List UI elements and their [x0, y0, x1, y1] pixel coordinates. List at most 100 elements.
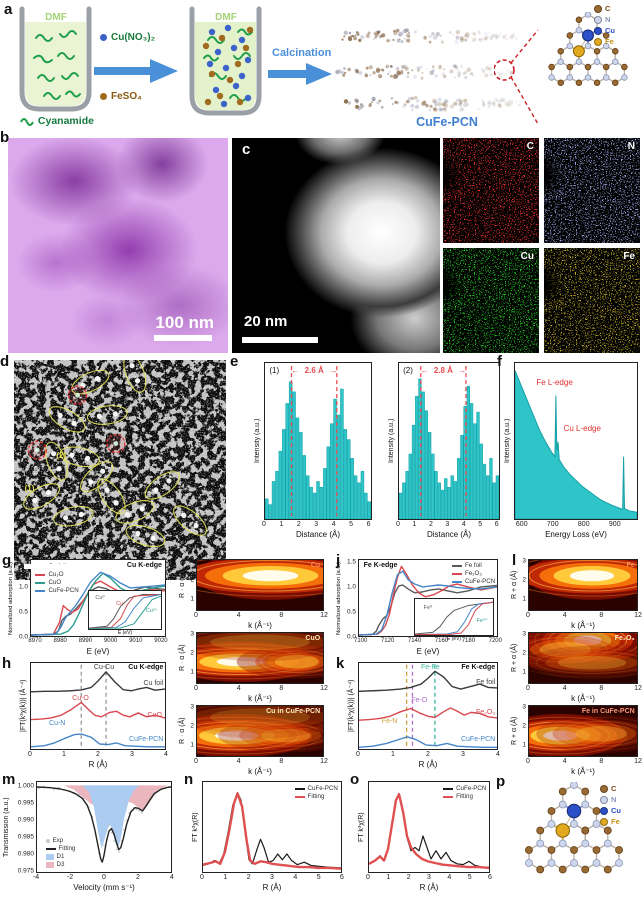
ylab: FT k³χ(R)	[358, 812, 365, 842]
ylab: Normalized adsorption (a.u.)	[336, 561, 343, 635]
n-atom-icon	[594, 16, 602, 25]
fe-atom-icon	[600, 818, 608, 827]
panel-label-d: d	[0, 353, 10, 370]
ylab: Transmission (a.u.)	[3, 797, 10, 857]
xticks: 0 4 8 12	[526, 685, 642, 692]
legend-item: Cu	[600, 806, 621, 817]
panel-label-l: l	[512, 552, 517, 569]
arrow-2-icon	[268, 63, 332, 85]
fe-o-annotation: Fe-O	[411, 697, 428, 705]
wavelet-cuo: CuO 0 4 8 12 1 2 3 k (Å⁻¹) R · α (Å)	[179, 630, 328, 703]
distance-value: 2.8 Å	[433, 365, 453, 375]
ylab: R · α (Å)	[179, 571, 186, 599]
ylab: FT k³χ(R)	[192, 812, 199, 842]
xlab: Distance (Å)	[426, 530, 471, 539]
subplot-tag: (2)	[403, 365, 413, 375]
fe-fe-annotation: Fe-Fe	[421, 663, 440, 671]
wavelet-fe-foil: Fe 0 4 8 12 1 2 3 k (Å⁻¹) R + α (Å)	[511, 557, 642, 630]
ylab: R + α (Å)	[511, 643, 518, 673]
product-label: CuFe-PCN	[416, 115, 478, 129]
dmf-label: DMF	[215, 12, 237, 23]
legend-item: N	[594, 15, 615, 26]
xlab: Velocity (mm s⁻¹)	[73, 883, 135, 892]
cu-nitrate-dot-icon	[100, 34, 107, 41]
legend-item: C	[594, 4, 615, 15]
cu2-label: Cu²⁺	[145, 608, 158, 615]
wavelet-cu-foil: Cu 0 4 8 12 1 2 3 k (Å⁻¹) R · α (Å)	[179, 557, 328, 630]
feso4-dot-icon	[100, 93, 107, 100]
eds-map-cu: Cu	[443, 248, 539, 353]
yticks: 0.0 0.5 1.0 1.5	[18, 558, 28, 641]
tem-image: 100 nm	[8, 138, 228, 353]
mossbauer-legend: Exp Fitting D1 D3	[45, 837, 75, 869]
ylab: R + α (Å)	[511, 716, 518, 746]
particle-shade	[443, 248, 539, 353]
arrow-left-icon: ←	[291, 365, 299, 375]
panel-label-e: e	[230, 353, 239, 370]
heatmap-label: Cu	[310, 561, 321, 569]
panel-label-o: o	[350, 771, 360, 788]
cufe-pcn-label: CuFe-PCN	[129, 735, 164, 743]
cu-atom-icon	[594, 27, 602, 36]
xlab: E (eV)	[446, 636, 462, 642]
reagent2-row: FeSO₄	[100, 92, 142, 102]
ylab: Intensity (a.u.)	[388, 418, 395, 464]
panel-label-k: k	[336, 655, 345, 672]
xlab: E (eV)	[416, 647, 440, 656]
cyanamide-squiggles	[33, 30, 81, 100]
xlab: R (Å)	[418, 760, 438, 769]
eds-map-c: C	[443, 138, 539, 243]
xlab: R (Å)	[88, 760, 108, 769]
cu-foil-label: Cu foil	[143, 679, 164, 687]
xticks: 8970 8980 8990 9000 9010 9020	[28, 638, 168, 644]
cyanamide-label-row: Cyanamide	[20, 116, 94, 127]
panel-label-n: n	[184, 771, 194, 788]
xticks: 0 4 8 12	[194, 758, 328, 765]
xticks: -4 -2 0 2 4	[32, 874, 174, 881]
scalebar-text: 100 nm	[155, 313, 214, 332]
beaker-1: DMF	[19, 6, 92, 112]
reagent1-row: Cu(NO₃)₂	[100, 33, 155, 43]
heatmap-label: Cu in CuFe-PCN	[266, 707, 321, 715]
wavelet-cu-in-cufe-pcn: Cu in CuFe-PCN 0 4 8 12 1 2 3 k (Å⁻¹) R · α (Å)	[179, 703, 328, 776]
xlab: k (Å⁻¹)	[571, 694, 595, 703]
xticks: 7100 7120 7140 7160 7180 7200	[354, 638, 502, 644]
cu-atom-icon	[600, 807, 608, 816]
calcination-label: Calcination	[272, 47, 332, 59]
exafs-cu-chart: Cu K-edge Cu-Cu Cu foil Cu-O CuO Cu-N Cu…	[20, 662, 168, 769]
atom-legend-a: C N Cu Fe	[594, 4, 615, 48]
dmf-label: DMF	[45, 12, 67, 23]
xlab: k (Å⁻¹)	[571, 621, 595, 630]
panel-label-p: p	[496, 773, 506, 790]
xlab: E (eV)	[117, 630, 133, 636]
eels-spectrum: Fe L-edge Cu L-edge 600 700 800 900 Energy L…	[504, 362, 638, 539]
cu-cu-annotation: Cu-Cu	[93, 663, 115, 671]
xticks: 0 4 8 12	[526, 758, 642, 765]
panel-label-m: m	[2, 771, 16, 788]
xticks: 0 4 8 12	[526, 612, 642, 619]
intensity-histogram-2: (2) ← 2.8 Å → 0 1 2 3 4 5 6 Distance (Å) Intensity…	[388, 362, 500, 539]
xanes-fe-legend: Fe foil Fe₂O₃ CuFe-PCN	[451, 562, 495, 586]
legend-item: Cu	[594, 26, 615, 37]
ylab: R · α (Å)	[179, 644, 186, 672]
cu-ledge-annotation: Cu L-edge	[563, 424, 601, 434]
legend-item: N	[600, 795, 621, 806]
cu-nitrate-label: Cu(NO₃)₂	[111, 32, 156, 43]
intensity-histogram-1: (1) ← 2.6 Å → 0 1 2 3 4 5 6 Distance (Å) Intensity…	[254, 362, 372, 539]
pair-1-tag: (1)	[24, 484, 35, 494]
yticks: 1.000 0.995 0.990 0.985 0.980 0.975	[17, 782, 34, 875]
ylab: |FT(k³χ(k))| (Å⁻⁴)	[20, 679, 27, 733]
ylab: Intensity (a.u.)	[504, 418, 511, 464]
structure-model-a	[532, 11, 640, 116]
arrow-right-icon: →	[458, 365, 467, 375]
beaker-outline	[19, 6, 92, 112]
distance-value: 2.6 Å	[304, 365, 324, 375]
xlab: k (Å⁻¹)	[571, 767, 595, 776]
xanes-cu-inset: Cu⁰ Cu⁺ Cu²⁺ E (eV)	[88, 590, 162, 636]
ylab: Normalized adsorption (a.u.)	[8, 561, 15, 635]
scalebar	[24, 564, 116, 569]
